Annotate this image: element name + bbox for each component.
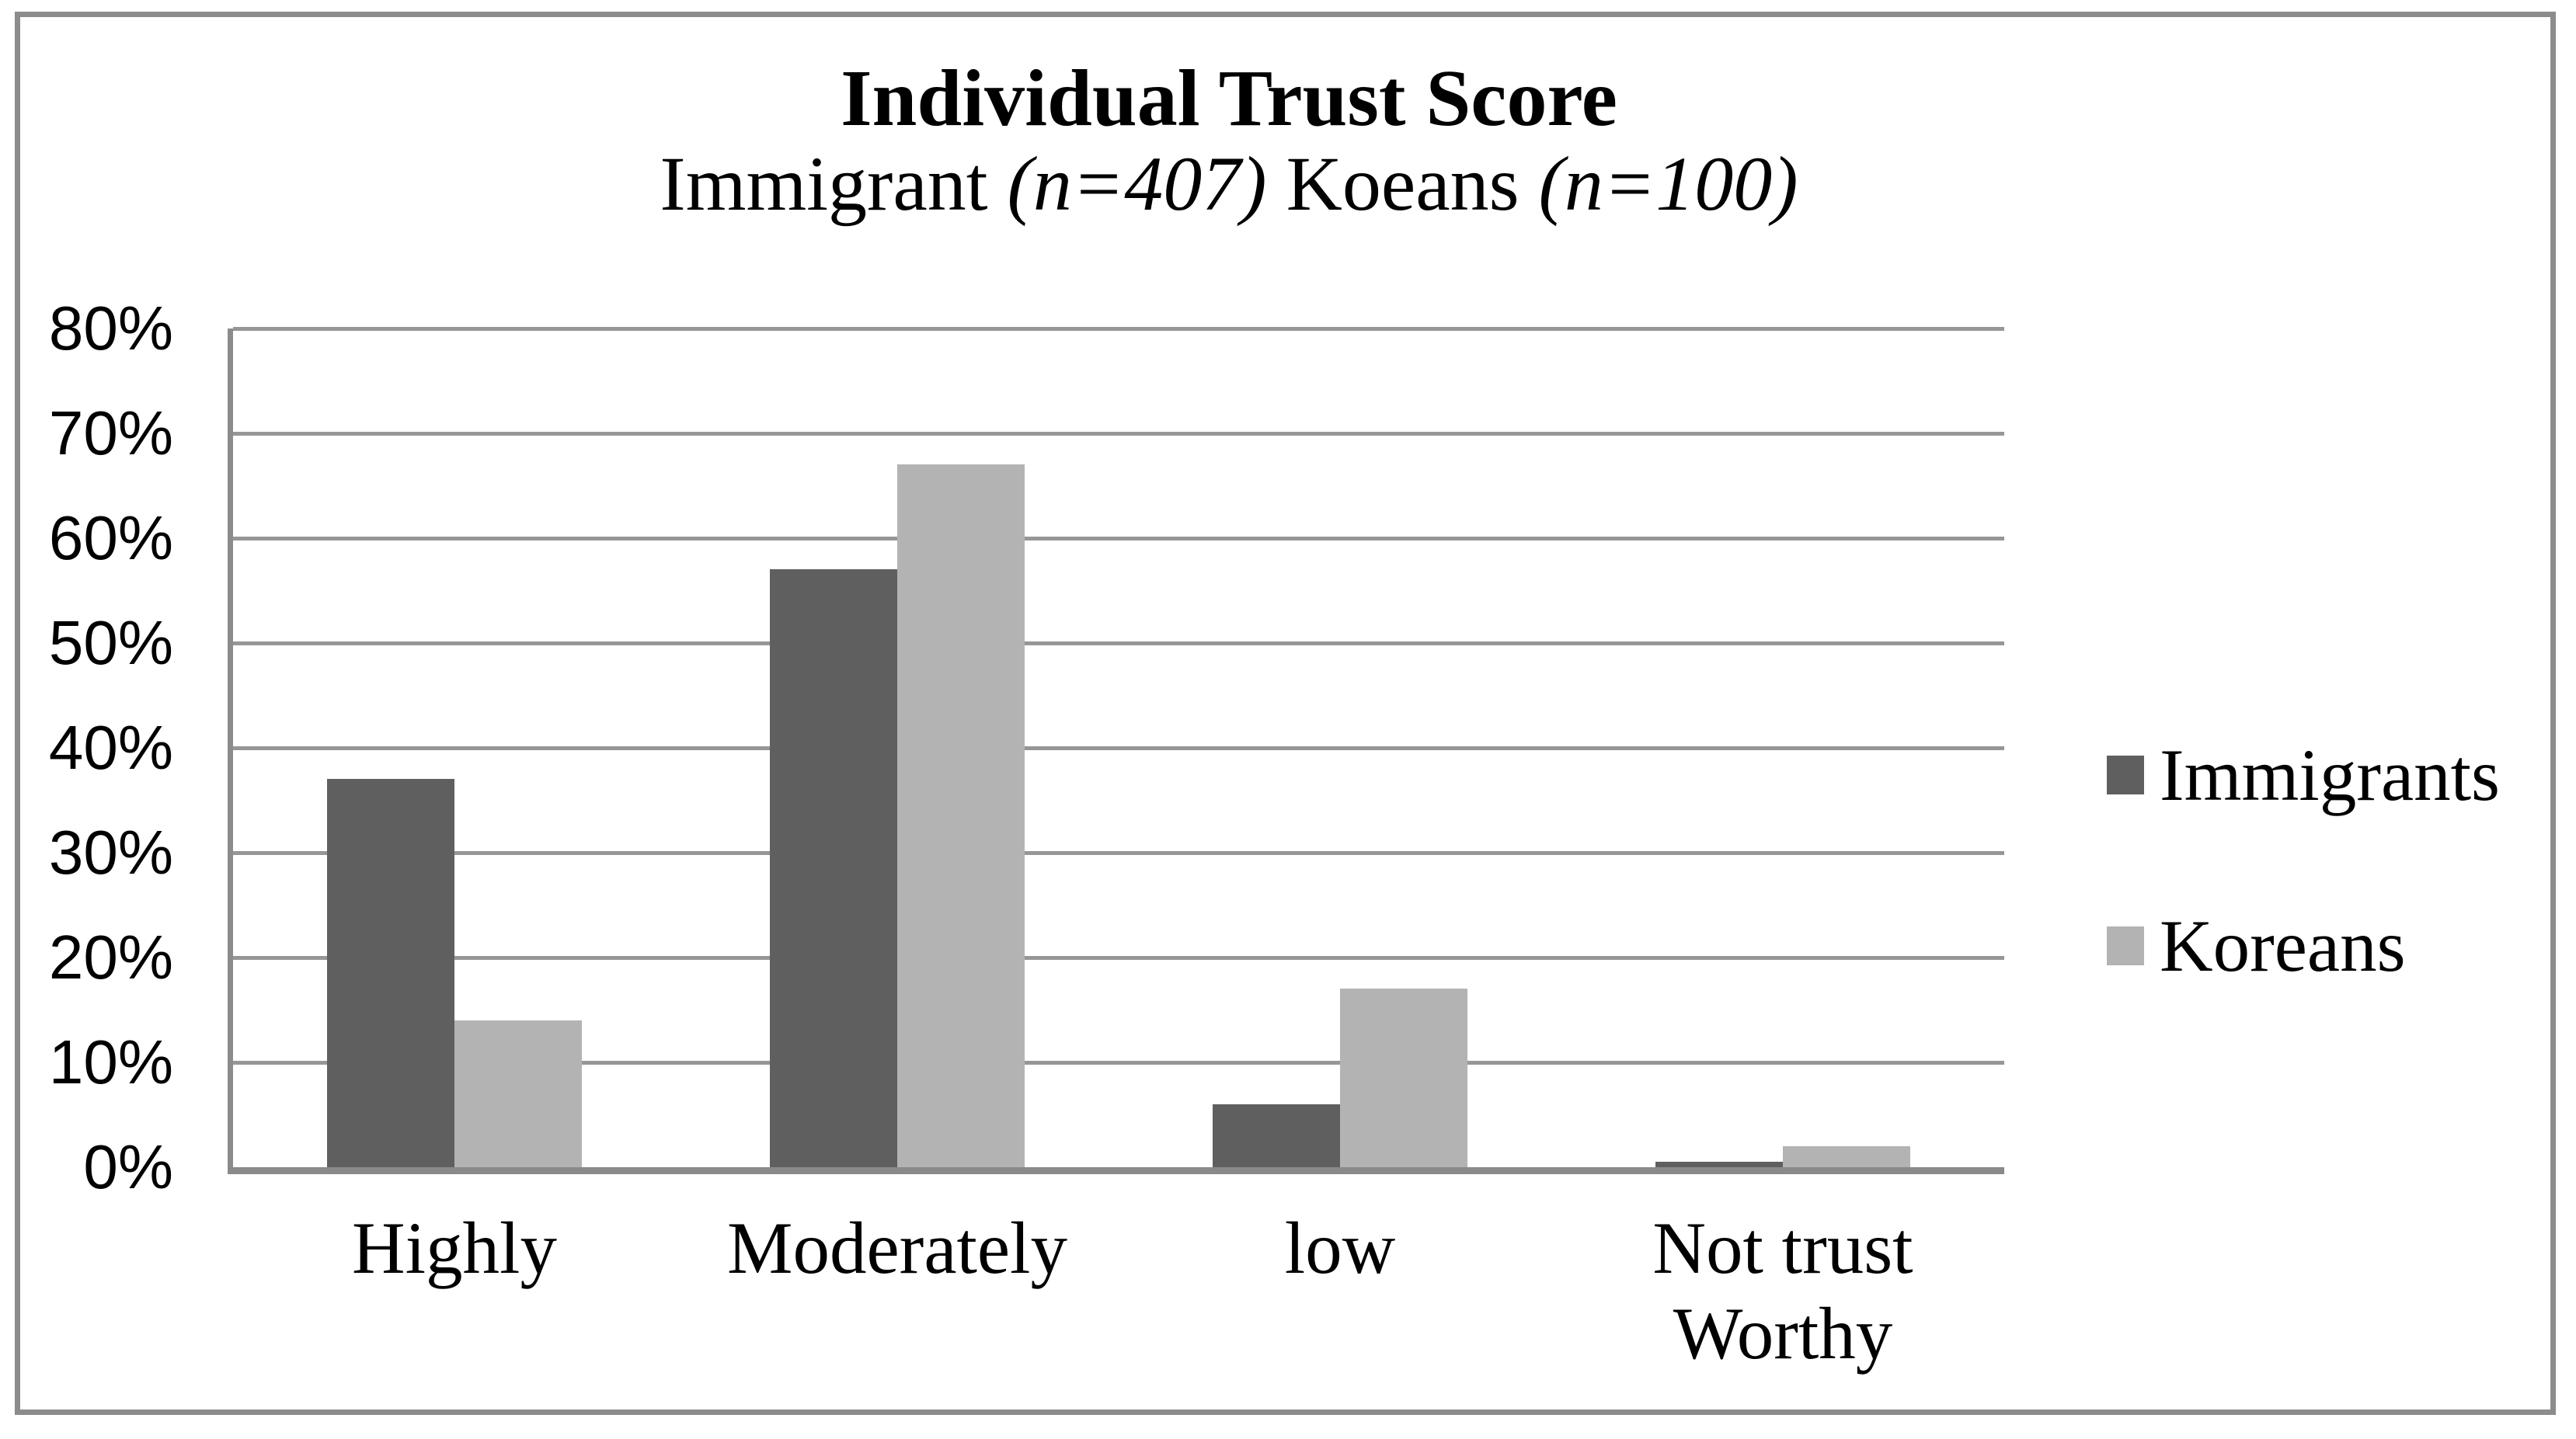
x-tick-label-moderately: Moderately (727, 1207, 1067, 1289)
legend-label-immigrants: Immigrants (2160, 733, 2500, 816)
bar-koreans-highly (454, 1020, 582, 1167)
x-axis-line (228, 1167, 2004, 1174)
bar-koreans-moderately (897, 464, 1025, 1167)
chart-subtitle: Immigrant (n=407) Koeans (n=100) (0, 141, 2458, 227)
chart-title-block: Individual Trust Score Immigrant (n=407)… (0, 56, 2458, 227)
x-tick-label-low: low (1284, 1207, 1396, 1289)
koreans-swatch-icon (2107, 926, 2144, 965)
gridline-80 (233, 327, 2004, 331)
y-tick-label-30: 30% (48, 818, 173, 887)
subtitle-text-middle: Koeans (1266, 141, 1539, 227)
gridline-40 (233, 746, 2004, 750)
bar-koreans-not-trust-worthy (1783, 1146, 1910, 1167)
gridline-50 (233, 641, 2004, 645)
x-tick-label-not-trust-worthy: Not trust Worthy (1652, 1207, 1913, 1375)
bar-immigrants-not-trust-worthy (1655, 1162, 1783, 1167)
gridline-70 (233, 432, 2004, 436)
bar-immigrants-low (1213, 1104, 1340, 1167)
y-axis-line (228, 328, 233, 1174)
y-tick-label-80: 80% (48, 294, 173, 363)
gridline-60 (233, 537, 2004, 540)
plot-area (228, 327, 2004, 1174)
y-tick-label-0: 0% (83, 1132, 173, 1201)
legend-item-koreans: Koreans (2107, 909, 2500, 982)
immigrants-swatch-icon (2107, 756, 2144, 794)
legend: Immigrants Koreans (2107, 738, 2500, 1097)
subtitle-n-koreans: (n=100) (1538, 141, 1798, 227)
gridline-10 (233, 1061, 2004, 1065)
gridline-20 (233, 956, 2004, 960)
bar-immigrants-moderately (770, 569, 897, 1167)
y-tick-label-20: 20% (48, 923, 173, 992)
y-tick-label-70: 70% (48, 398, 173, 468)
y-tick-label-50: 50% (48, 608, 173, 677)
legend-label-koreans: Koreans (2160, 904, 2406, 987)
subtitle-text: Immigrant (660, 141, 1008, 227)
x-tick-label-highly: Highly (352, 1207, 557, 1289)
bar-koreans-low (1340, 989, 1467, 1167)
gridline-30 (233, 851, 2004, 855)
subtitle-n-immigrants: (n=407) (1007, 141, 1267, 227)
legend-item-immigrants: Immigrants (2107, 738, 2500, 812)
y-tick-label-40: 40% (48, 713, 173, 782)
figure-border (15, 12, 2556, 1415)
bar-immigrants-highly (327, 779, 454, 1167)
y-tick-label-60: 60% (48, 503, 173, 572)
y-tick-label-10: 10% (48, 1027, 173, 1097)
chart-title: Individual Trust Score (841, 54, 1617, 143)
